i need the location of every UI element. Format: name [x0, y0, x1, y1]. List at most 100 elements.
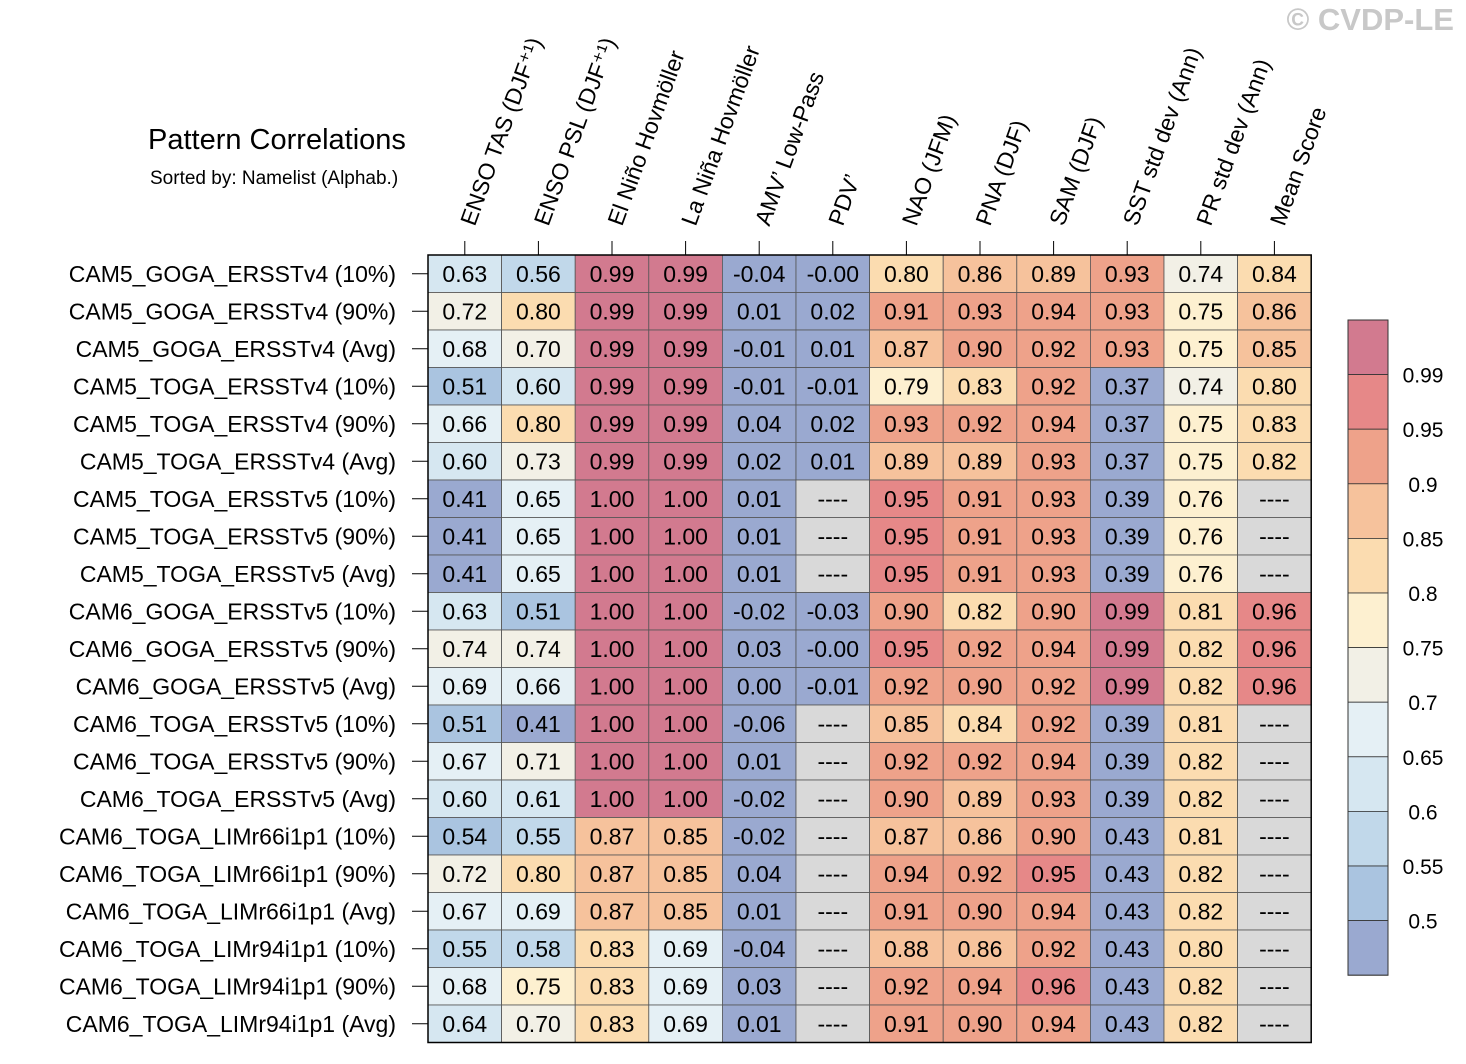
row-label: CAM5_TOGA_ERSSTv5 (Avg) — [80, 561, 396, 587]
cell-value-label: 0.01 — [737, 298, 782, 324]
cell-value-label: 0.99 — [590, 336, 635, 362]
cell-value-label: 0.63 — [442, 261, 487, 287]
cell-value-label: 0.56 — [516, 261, 561, 287]
row-label: CAM6_TOGA_ERSSTv5 (Avg) — [80, 786, 396, 812]
cell-value-label: ---- — [1259, 786, 1290, 812]
heatmap-cell — [1090, 629, 1165, 668]
heatmap-cell — [722, 742, 797, 781]
row-label: CAM6_TOGA_LIMr94i1p1 (10%) — [59, 936, 396, 962]
cell-value-label: ---- — [1259, 861, 1290, 887]
grid-border — [427, 254, 1312, 1044]
cell-value-label: 0.43 — [1105, 861, 1150, 887]
cell-value-label: 0.82 — [1178, 786, 1223, 812]
cell-value-label: -0.00 — [807, 636, 859, 662]
cell-value-label: 1.00 — [663, 636, 708, 662]
heatmap-cell — [869, 929, 944, 968]
cell-value-label: 0.93 — [884, 411, 929, 437]
cell-value-label: 0.75 — [1178, 411, 1223, 437]
cell-value-label: 0.92 — [884, 748, 929, 774]
heatmap-cell — [648, 704, 723, 743]
heatmap-cell — [795, 892, 870, 931]
cell-value-label: 0.00 — [737, 673, 782, 699]
heatmap-cell — [1237, 442, 1312, 481]
cell-value-label: 0.60 — [442, 448, 487, 474]
cell-value-label: 0.86 — [958, 823, 1003, 849]
heatmap-cell — [648, 854, 723, 893]
cell-value-label: 0.94 — [1031, 298, 1076, 324]
heatmap-cell — [574, 1004, 650, 1043]
cell-value-label: 0.76 — [1178, 486, 1223, 512]
cell-value-label: 0.65 — [516, 561, 561, 587]
cell-value-label: 0.41 — [442, 523, 487, 549]
cell-value-label: 0.83 — [590, 973, 635, 999]
cell-value-label: -0.01 — [733, 336, 785, 362]
heatmap-cell — [501, 329, 576, 368]
cell-value-label: 0.82 — [1252, 448, 1297, 474]
heatmap-cell — [795, 779, 870, 818]
cell-value-label: 0.99 — [663, 448, 708, 474]
heatmap-cell — [1237, 367, 1312, 406]
colorbar-swatch — [1347, 701, 1389, 758]
cell-value-label: 0.93 — [1031, 523, 1076, 549]
cell-value-label: 0.01 — [810, 448, 855, 474]
cell-value-label: 0.82 — [1178, 1011, 1223, 1037]
cell-value-label: 0.84 — [1252, 261, 1297, 287]
heatmap-cell — [1237, 592, 1312, 631]
heatmap-cell — [1090, 779, 1165, 818]
cell-value-label: 0.99 — [663, 336, 708, 362]
heatmap-cell — [942, 854, 1018, 893]
heatmap-cell — [648, 629, 723, 668]
heatmap-cell — [1237, 329, 1312, 368]
heatmap-cell — [574, 592, 650, 631]
row-label: CAM5_TOGA_ERSSTv4 (90%) — [73, 411, 396, 437]
column-label: SAM (DJF) — [1044, 113, 1107, 229]
heatmap-cell — [501, 404, 576, 443]
heatmap-cell — [1090, 929, 1165, 968]
heatmap-cell — [869, 292, 944, 331]
heatmap-cell — [942, 1004, 1018, 1043]
cell-value-label: 0.60 — [442, 786, 487, 812]
cell-value-label: 0.99 — [663, 373, 708, 399]
cell-value-label: 0.86 — [1252, 298, 1297, 324]
cell-value-label: 0.01 — [737, 486, 782, 512]
heatmap-cell — [869, 442, 944, 481]
row-label: CAM6_TOGA_ERSSTv5 (10%) — [73, 711, 396, 737]
cell-value-label: 1.00 — [590, 711, 635, 737]
colorbar-swatch — [1347, 592, 1389, 648]
cell-value-label: -0.00 — [807, 261, 859, 287]
cell-value-label: 0.66 — [516, 673, 561, 699]
cell-value-label: 0.86 — [958, 936, 1003, 962]
cell-value-label: 0.80 — [516, 298, 561, 324]
cell-value-label: 0.99 — [590, 298, 635, 324]
row-label: CAM6_GOGA_ERSSTv5 (10%) — [69, 598, 396, 624]
cell-value-label: 0.82 — [1178, 636, 1223, 662]
row-label: CAM6_TOGA_LIMr94i1p1 (Avg) — [66, 1011, 396, 1037]
cell-value-label: 1.00 — [663, 561, 708, 587]
cell-value-label: ---- — [817, 711, 848, 737]
cell-value-label: 0.93 — [1031, 561, 1076, 587]
heatmap-cell — [1090, 479, 1165, 518]
cell-value-label: 0.92 — [958, 411, 1003, 437]
heatmap-cell — [427, 442, 502, 481]
cell-value-label: 1.00 — [663, 748, 708, 774]
heatmap-cell — [574, 367, 650, 406]
heatmap-cell — [942, 817, 1018, 856]
colorbar-swatch — [1347, 756, 1389, 812]
colorbar-tick-label: 0.65 — [1403, 747, 1444, 770]
cell-value-label: 0.39 — [1105, 786, 1150, 812]
column-label: Mean Score — [1265, 103, 1332, 228]
heatmap-cell — [1163, 967, 1238, 1006]
colorbar-swatch — [1347, 920, 1389, 976]
cell-value-label: 0.43 — [1105, 898, 1150, 924]
cell-value-label: 0.80 — [516, 411, 561, 437]
row-label: CAM6_TOGA_LIMr66i1p1 (Avg) — [66, 898, 396, 924]
cell-value-label: 0.04 — [737, 861, 782, 887]
cell-value-label: 1.00 — [590, 486, 635, 512]
column-label: ENSO TAS (DJF⁺¹) — [455, 34, 547, 229]
cell-value-label: 0.75 — [1178, 336, 1223, 362]
colorbar-swatch — [1347, 865, 1389, 921]
colorbar-tick-label: 0.6 — [1408, 801, 1437, 824]
cell-value-label: 0.93 — [1105, 261, 1150, 287]
cell-value-label: 0.90 — [1031, 598, 1076, 624]
heatmap-cell — [501, 554, 576, 593]
